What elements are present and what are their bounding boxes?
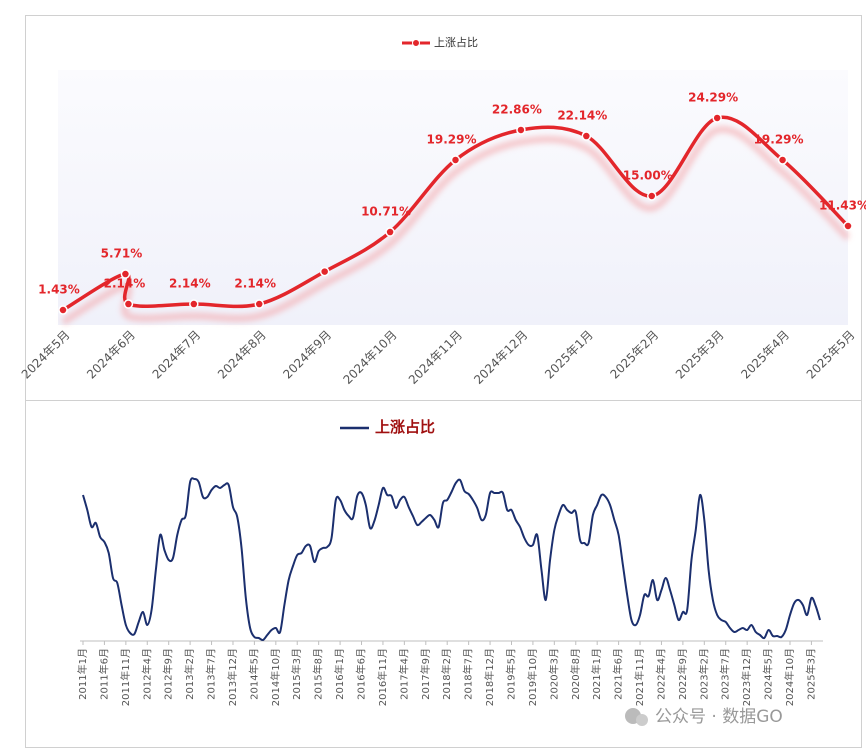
x-tick-label: 2011年1月 [76,648,89,700]
data-label: 10.71% [361,205,411,219]
marker [581,131,592,141]
data-label: 24.29% [688,90,738,104]
x-tick-label: 2012年4月 [140,648,153,700]
legend-label: 上涨占比 [434,35,478,49]
line-shadow [61,125,851,326]
x-tick-label: 2020年8月 [569,648,582,700]
data-label: 1.43% [38,282,80,296]
x-tick-label: 2024年5月 [762,648,775,700]
marker [450,155,461,165]
x-tick-label: 2023年12月 [740,648,753,706]
x-tick-label: 2018年7月 [462,648,475,700]
x-tick-label: 2013年12月 [226,648,239,706]
x-tick-label: 2021年6月 [612,648,625,700]
marker [254,299,264,309]
x-tick-label: 2015年8月 [312,648,325,700]
watermark-icon [636,714,648,726]
data-label: 5.71% [101,247,143,261]
line [82,477,821,642]
x-tick-label: 2022年4月 [654,648,667,700]
marker [189,299,199,309]
x-tick-label: 2018年2月 [440,648,453,700]
watermark: 公众号 · 数据GO [625,707,783,727]
x-tick-label: 2017年4月 [397,648,410,700]
x-tick-label: 2014年5月 [247,648,260,700]
x-tick-label: 2021年11月 [633,648,646,706]
marker [843,221,853,231]
data-label: 2.14% [104,277,146,291]
x-tick-label: 2011年11月 [119,648,132,706]
marker [516,125,526,135]
x-tick-label: 2020年3月 [547,648,560,700]
marker [319,266,330,277]
x-tick-label: 2018年12月 [483,648,496,706]
legend-label: 上涨占比 [375,418,435,436]
data-label: 2.14% [234,277,276,291]
x-tick-label: 2013年7月 [205,648,218,700]
marker [58,305,68,315]
marker [120,269,131,279]
x-tick-label: 2023年2月 [697,648,710,700]
x-tick-label: 2019年10月 [526,648,539,706]
data-label: 19.29% [754,132,804,146]
marker [777,155,788,165]
x-tick-label: 2022年9月 [676,648,689,700]
marker [712,113,722,123]
x-tick-label: 2025年3月 [804,648,817,700]
x-tick-label: 2015年3月 [290,648,303,700]
x-tick-label: 2016年1月 [333,648,346,700]
x-tick-label: 2017年9月 [419,648,432,700]
x-tick-label: 2013年2月 [183,648,196,700]
plot-area [58,70,848,325]
marker [647,191,657,201]
data-label: 19.29% [427,132,477,146]
x-tick-label: 2021年1月 [590,648,603,700]
x-tick-label: 2016年6月 [355,648,368,700]
x-tick-label: 2024年10月 [783,648,796,706]
x-tick-label: 2019年5月 [504,648,517,700]
x-tick-label: 2023年7月 [719,648,732,700]
data-label: 15.00% [623,169,673,183]
data-label: 11.43% [819,198,866,212]
panel-bottom [25,400,862,748]
x-tick-label: 2016年11月 [376,648,389,706]
x-tick-label: 2011年6月 [97,648,110,700]
marker [385,227,395,237]
x-tick-label: 2012年9月 [162,648,175,700]
legend-marker [412,39,420,47]
data-label: 2.14% [169,277,211,291]
watermark-text: 公众号 · 数据GO [655,707,783,727]
marker [123,299,134,309]
x-tick-label: 2014年10月 [269,648,282,706]
data-label: 22.86% [492,102,542,116]
data-label: 22.14% [557,109,607,123]
